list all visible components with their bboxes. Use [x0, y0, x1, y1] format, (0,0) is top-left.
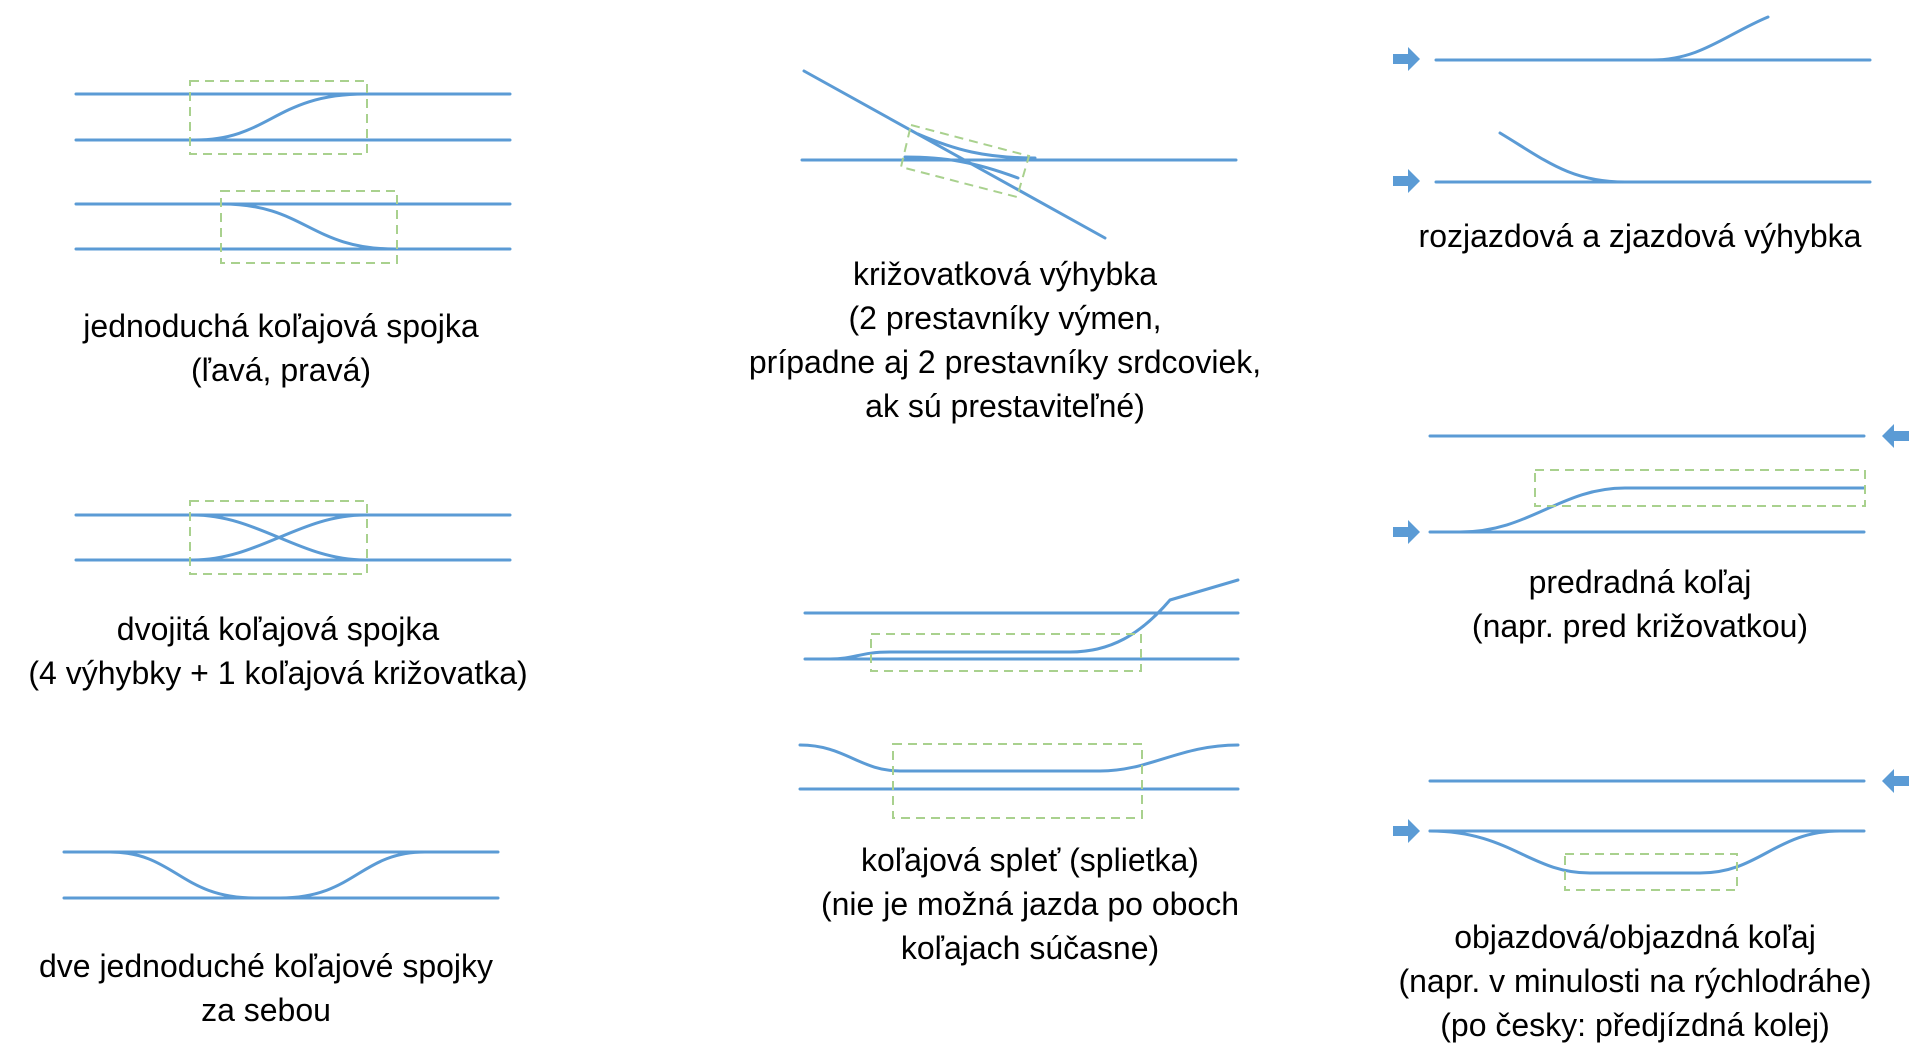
caption-double-crossover: dvojitá koľajová spojka (4 výhybky + 1 k…: [4, 607, 552, 695]
caption-line: koľajach súčasne): [900, 930, 1160, 966]
crossing-switch-diagram: [800, 69, 1238, 240]
caption-line: dve jednoduché koľajové spojky: [38, 948, 494, 984]
diverging-converging-diagram: [1393, 15, 1872, 193]
direction-arrow-icon: [1882, 424, 1909, 448]
switch-curve: [916, 132, 1037, 160]
caption-two-crossovers: dve jednoduché koľajové spojky za sebou: [4, 944, 528, 1032]
caption-line: objazdová/objazdná koľaj: [1454, 919, 1816, 955]
crossover-curve: [278, 850, 427, 900]
direction-arrow-icon: [1393, 47, 1420, 71]
highlight-box: [892, 743, 1143, 819]
crossover-curve: [108, 850, 257, 900]
caption-single-crossover: jednoduchá koľajová spojka (ľavá, pravá): [42, 304, 520, 392]
caption-crossing-switch: križovatková výhybka (2 prestavníky výme…: [700, 252, 1310, 428]
siding-curve: [1458, 486, 1866, 534]
pre-siding-diagram: [1393, 424, 1909, 544]
direction-arrow-icon: [1393, 169, 1420, 193]
highlight-box: [899, 123, 1031, 199]
caption-line: (4 výhybky + 1 koľajová križovatka): [28, 655, 528, 691]
highlight-box: [1534, 469, 1866, 507]
gauntlet-diagram: [798, 578, 1240, 819]
caption-line: koľajová spleť (splietka): [861, 842, 1199, 878]
caption-line: križovatková výhybka: [852, 256, 1158, 292]
highlight-box: [870, 633, 1142, 672]
caption-line: (nie je možná jazda po oboch: [820, 886, 1240, 922]
caption-passing-loop: objazdová/objazdná koľaj (napr. v minulo…: [1360, 915, 1910, 1047]
caption-gauntlet: koľajová spleť (splietka) (nie je možná …: [760, 838, 1300, 970]
direction-arrow-icon: [1393, 520, 1420, 544]
crossover-curve: [193, 92, 367, 142]
caption-line: prípadne aj 2 prestavníky srdcoviek,: [748, 344, 1262, 380]
caption-line: jednoduchá koľajová spojka: [83, 308, 479, 344]
highlight-box: [1564, 853, 1738, 891]
caption-line: (napr. pred križovatkou): [1471, 608, 1809, 644]
caption-line: (po česky: předjízdná kolej): [1440, 1007, 1830, 1043]
single-crossover-diagram: [74, 80, 512, 264]
caption-line: za sebou: [201, 992, 331, 1028]
caption-line: rozjazdová a zjazdová výhybka: [1418, 218, 1862, 254]
double-crossover-diagram: [74, 500, 512, 575]
direction-arrow-icon: [1393, 819, 1420, 843]
passing-loop-diagram: [1393, 769, 1909, 891]
crossover-curve: [220, 202, 397, 251]
highlight-box: [189, 500, 368, 575]
gauntlet-curve: [828, 578, 1240, 661]
caption-line: (2 prestavníky výmen,: [848, 300, 1162, 336]
crossover-curve: [191, 513, 367, 562]
gauntlet-curve: [798, 743, 1240, 773]
diagonal-track: [802, 69, 1107, 240]
two-crossovers-diagram: [62, 850, 500, 900]
turnout-curve: [1650, 15, 1770, 62]
caption-line: (napr. v minulosti na rýchlodráhe): [1398, 963, 1872, 999]
turnout-curve: [1498, 131, 1627, 184]
caption-diverging-converging: rozjazdová a zjazdová výhybka: [1380, 214, 1900, 258]
direction-arrow-icon: [1882, 769, 1909, 793]
loop-curve: [1428, 829, 1842, 875]
caption-line: ak sú prestaviteľné): [865, 388, 1145, 424]
highlight-box: [189, 80, 368, 155]
highlight-box: [220, 190, 398, 264]
caption-line: dvojitá koľajová spojka: [116, 611, 440, 647]
switch-curve: [903, 155, 1020, 180]
caption-line: predradná koľaj: [1528, 564, 1752, 600]
caption-line: (ľavá, pravá): [190, 352, 372, 388]
caption-pre-siding: predradná koľaj (napr. pred križovatkou): [1420, 560, 1860, 648]
